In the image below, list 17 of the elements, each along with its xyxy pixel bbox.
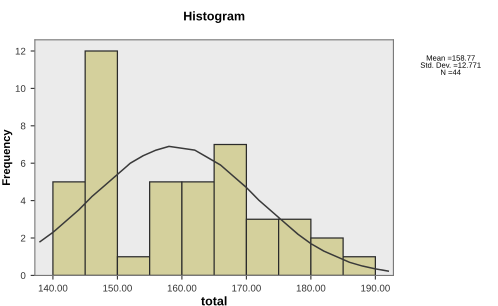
x-tick-label: 190.00 (361, 284, 390, 292)
y-tick-label: 0 (20, 272, 26, 280)
x-axis-title: total (201, 296, 226, 306)
x-tick-label: 140.00 (38, 284, 68, 292)
y-tick-label: 10 (16, 85, 26, 92)
x-tick-label: 170.00 (232, 284, 261, 292)
y-tick-label: 8 (20, 122, 26, 130)
y-tick-label: 6 (20, 160, 26, 167)
x-tick-label: 180.00 (296, 284, 326, 292)
y-tick-label: 2 (20, 234, 26, 242)
line-series (39, 146, 390, 272)
x-tick-label: 150.00 (103, 284, 132, 292)
y-tick-label: 12 (16, 48, 26, 55)
y-axis-title: Frequency (2, 130, 12, 185)
x-tick-label: 160.00 (168, 284, 196, 292)
chart-title: Histogram (184, 11, 244, 23)
y-tick-label: 4 (20, 197, 26, 204)
